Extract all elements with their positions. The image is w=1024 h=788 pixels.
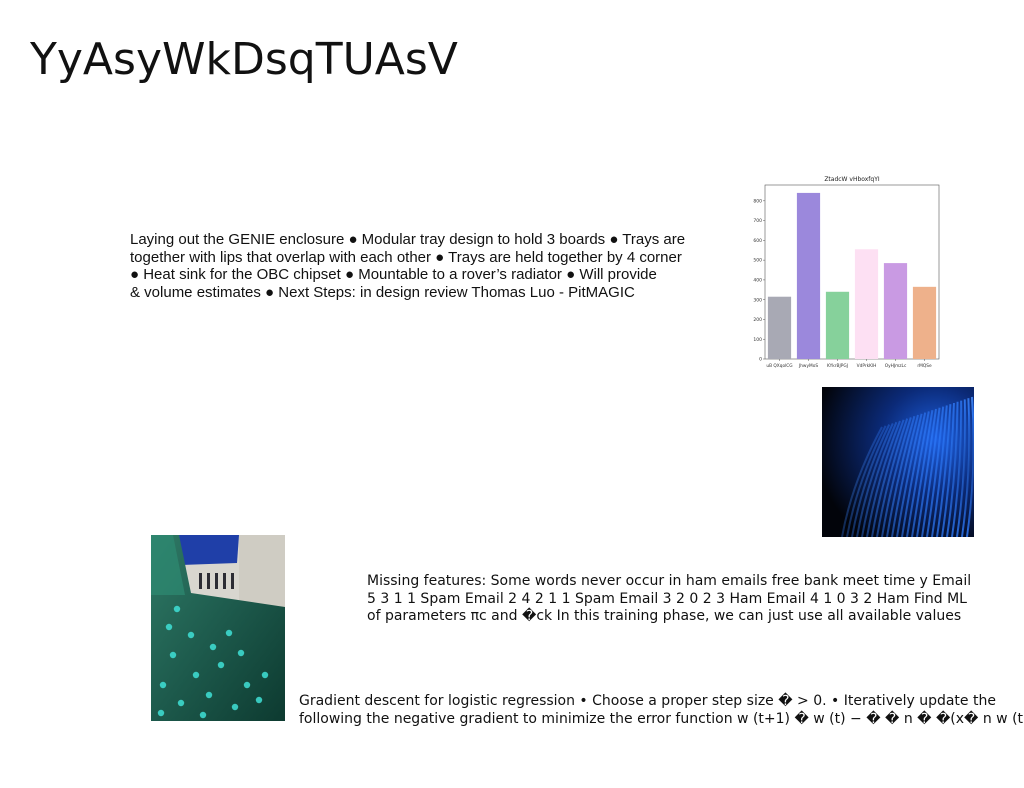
chart-title: ZtadcW vHboxfqYI: [824, 176, 880, 183]
bar: [767, 296, 792, 359]
x-tick-label: rMQSe: [917, 363, 932, 369]
y-tick-label: 700: [753, 218, 762, 224]
x-tick-label: VdPrkKlH: [857, 363, 877, 369]
bar: [796, 192, 821, 359]
bar: [825, 291, 850, 359]
gradient-descent-text: Gradient descent for logistic regression…: [299, 692, 1024, 728]
text-line: Gradient descent for logistic regression…: [299, 693, 996, 709]
abstract-blue-waves-image: [822, 387, 974, 537]
x-tick-label: KYkrBJPGJ: [827, 363, 848, 369]
y-tick-label: 800: [753, 198, 762, 204]
y-tick-label: 400: [753, 278, 762, 284]
genie-enclosure-text: Laying out the GENIE enclosure ● Modular…: [130, 231, 730, 301]
text-line: Missing features: Some words never occur…: [367, 573, 972, 589]
text-line: 5 3 1 1 Spam Email 2 4 2 1 1 Spam Email …: [367, 590, 967, 607]
x-tick-label: JhwyMoS: [798, 363, 818, 369]
text-line: ● Heat sink for the OBC chipset ● Mounta…: [130, 266, 657, 283]
chart-frame: [764, 184, 940, 360]
y-tick-label: 500: [753, 258, 762, 264]
y-tick-label: 0: [759, 357, 762, 363]
bar-chart: ZtadcW vHboxfqYI 0 100 200 300 400 500 600 700 80…: [753, 176, 940, 369]
bar: [854, 249, 879, 359]
bar: [912, 286, 937, 359]
text-line: of parameters πc and �ck In this trainin…: [367, 608, 962, 624]
y-tick-label: 600: [753, 238, 762, 244]
spam-classifier-text: Missing features: Some words never occur…: [367, 573, 987, 626]
y-tick-label: 300: [753, 297, 762, 303]
y-tick-label: 200: [753, 317, 762, 323]
text-line: following the negative gradient to minim…: [299, 711, 1024, 727]
text-line: Laying out the GENIE enclosure ● Modular…: [130, 231, 686, 248]
text-line: together with lips that overlap with eac…: [130, 248, 682, 266]
text-line: & volume estimates ● Next Steps: in desi…: [130, 283, 635, 301]
green-field-building-image: [151, 535, 285, 721]
y-tick-label: 100: [753, 337, 762, 343]
x-tick-label: uB QXqolCG: [766, 363, 792, 369]
x-tick-label: OyHJmzLc: [885, 363, 907, 369]
bar: [883, 263, 908, 359]
slide-title: YyAsyWkDsqTUAsV: [30, 34, 458, 85]
